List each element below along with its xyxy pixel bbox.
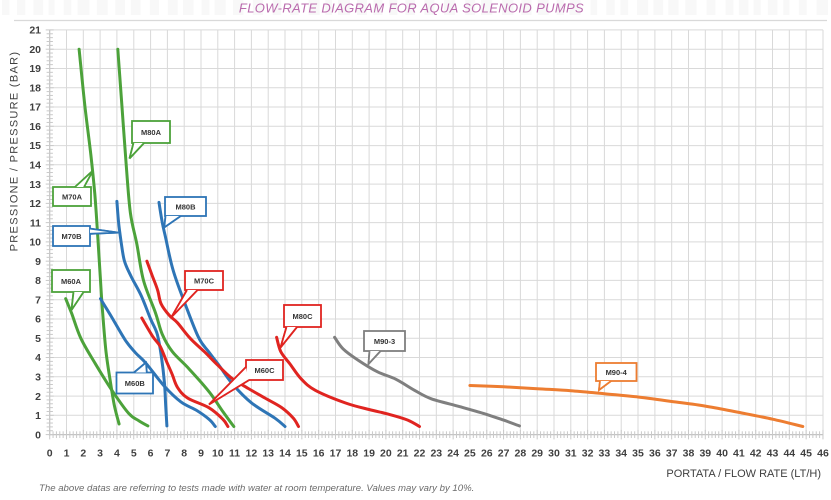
svg-text:The above datas are referring: The above datas are referring to tests m… [39, 483, 474, 494]
svg-text:34: 34 [615, 448, 627, 460]
svg-text:29: 29 [531, 448, 543, 460]
svg-text:1: 1 [64, 448, 70, 460]
svg-text:0: 0 [35, 429, 41, 441]
svg-text:7: 7 [164, 448, 170, 460]
svg-text:FLOW-RATE DIAGRAM FOR AQUA SOL: FLOW-RATE DIAGRAM FOR AQUA SOLENOID PUMP… [239, 1, 584, 16]
svg-text:5: 5 [131, 448, 137, 460]
svg-text:M60C: M60C [254, 366, 275, 375]
svg-text:PRESSIONE / PRESSURE (BAR): PRESSIONE / PRESSURE (BAR) [9, 51, 21, 252]
svg-text:41: 41 [733, 448, 745, 460]
svg-text:9: 9 [198, 448, 204, 460]
svg-text:43: 43 [767, 448, 779, 460]
svg-text:39: 39 [699, 448, 711, 460]
svg-text:17: 17 [29, 102, 41, 114]
svg-text:7: 7 [35, 294, 41, 306]
svg-text:37: 37 [666, 448, 678, 460]
svg-text:M90-4: M90-4 [606, 368, 628, 377]
svg-text:23: 23 [430, 448, 442, 460]
svg-text:32: 32 [582, 448, 594, 460]
svg-text:28: 28 [515, 448, 527, 460]
svg-text:10: 10 [212, 448, 224, 460]
svg-text:M80C: M80C [292, 312, 313, 321]
svg-text:8: 8 [181, 448, 187, 460]
svg-text:11: 11 [30, 217, 41, 229]
svg-text:0: 0 [47, 448, 53, 460]
svg-text:11: 11 [229, 448, 240, 460]
svg-text:14: 14 [279, 448, 291, 460]
svg-text:6: 6 [35, 314, 41, 326]
svg-text:M90-3: M90-3 [374, 337, 395, 346]
svg-text:16: 16 [29, 121, 41, 133]
svg-text:12: 12 [246, 448, 258, 460]
svg-text:M70C: M70C [194, 276, 215, 285]
svg-text:21: 21 [397, 448, 409, 460]
svg-text:44: 44 [783, 448, 795, 460]
svg-text:6: 6 [148, 448, 154, 460]
svg-text:31: 31 [565, 448, 577, 460]
svg-text:M70A: M70A [62, 192, 83, 201]
svg-text:M70B: M70B [61, 232, 82, 241]
svg-text:14: 14 [29, 160, 41, 172]
svg-text:18: 18 [29, 82, 41, 94]
svg-text:24: 24 [447, 448, 459, 460]
svg-text:5: 5 [35, 333, 41, 345]
svg-text:4: 4 [35, 352, 41, 364]
svg-text:4: 4 [114, 448, 120, 460]
svg-text:9: 9 [35, 256, 41, 268]
svg-text:38: 38 [683, 448, 695, 460]
svg-text:10: 10 [29, 237, 41, 249]
svg-text:3: 3 [97, 448, 103, 460]
svg-text:12: 12 [29, 198, 41, 210]
svg-text:33: 33 [599, 448, 611, 460]
svg-text:46: 46 [817, 448, 829, 460]
svg-text:20: 20 [380, 448, 392, 460]
svg-text:21: 21 [29, 25, 41, 37]
svg-text:45: 45 [800, 448, 812, 460]
svg-text:16: 16 [313, 448, 325, 460]
svg-text:13: 13 [29, 179, 41, 191]
svg-text:30: 30 [548, 448, 560, 460]
svg-text:22: 22 [414, 448, 426, 460]
svg-text:18: 18 [346, 448, 358, 460]
svg-text:13: 13 [262, 448, 274, 460]
svg-text:M60A: M60A [61, 277, 82, 286]
svg-text:36: 36 [649, 448, 661, 460]
svg-text:27: 27 [498, 448, 510, 460]
svg-text:2: 2 [80, 448, 86, 460]
svg-text:35: 35 [632, 448, 644, 460]
svg-text:19: 19 [29, 63, 41, 75]
svg-text:3: 3 [35, 372, 41, 384]
svg-text:M80A: M80A [141, 128, 162, 137]
svg-text:2: 2 [35, 391, 41, 403]
svg-text:PORTATA / FLOW RATE (LT/H): PORTATA / FLOW RATE (LT/H) [666, 468, 821, 480]
svg-text:42: 42 [750, 448, 762, 460]
svg-text:25: 25 [464, 448, 476, 460]
svg-text:20: 20 [29, 44, 41, 56]
svg-text:26: 26 [481, 448, 493, 460]
svg-text:19: 19 [363, 448, 375, 460]
svg-text:15: 15 [29, 140, 41, 152]
svg-text:40: 40 [716, 448, 728, 460]
svg-text:M60B: M60B [125, 379, 146, 388]
svg-text:8: 8 [35, 275, 41, 287]
svg-text:15: 15 [296, 448, 308, 460]
svg-text:M80B: M80B [175, 202, 196, 211]
svg-text:1: 1 [35, 410, 41, 422]
svg-text:17: 17 [330, 448, 342, 460]
